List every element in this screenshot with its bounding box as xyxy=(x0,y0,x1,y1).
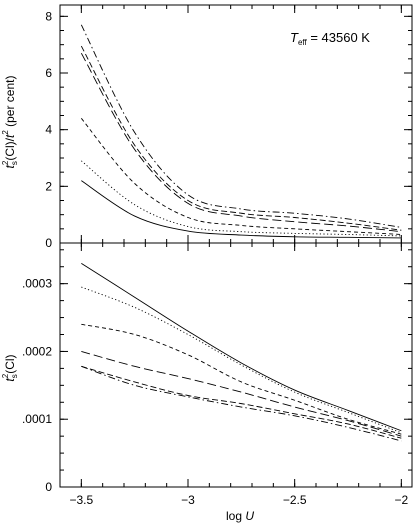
x-tick-label: −2 xyxy=(394,493,408,507)
y-tick-label: 4 xyxy=(45,123,52,137)
plot-frame xyxy=(59,242,413,488)
y-tick-label: 2 xyxy=(45,179,52,193)
y-tick-label: 0 xyxy=(45,236,52,250)
series-line-dashed2 xyxy=(80,45,402,231)
x-tick-label: −3.5 xyxy=(69,493,93,507)
series-line-solid xyxy=(81,262,402,432)
y-tick-label: 8 xyxy=(45,9,52,23)
series-line-dotted xyxy=(81,286,402,434)
bottom-y-axis-label: ts2(Cl) xyxy=(1,354,19,381)
series-line-dashdot xyxy=(80,24,402,228)
bottom-panel: −3.5 −3 −2.5 −2 0 .0001 .0002 .0003 xyxy=(22,242,413,507)
y-tick-label: 6 xyxy=(45,66,52,80)
x-tick-label: −3 xyxy=(181,493,195,507)
x-tick-label: −2.5 xyxy=(283,493,307,507)
y-tick-label: .0003 xyxy=(22,277,52,291)
series-line-solid xyxy=(81,180,402,239)
series-line-dashed xyxy=(81,323,402,435)
series-line-dotted xyxy=(81,160,402,237)
y-tick-label: .0001 xyxy=(22,412,52,426)
y-tick-label: 0 xyxy=(45,480,52,494)
top-y-axis-label: ts2(Cl)/t2 (per cent) xyxy=(1,76,19,169)
x-axis-label: log U xyxy=(226,509,254,523)
series-line-longdash xyxy=(81,351,402,437)
series-line-dashdot xyxy=(81,365,402,442)
series-line-dashed xyxy=(80,118,402,235)
top-annotation: Teff = 43560 K xyxy=(290,30,370,47)
series-line-dashed2 xyxy=(81,365,402,439)
y-tick-label: .0002 xyxy=(22,344,52,358)
series-line-longdash xyxy=(80,52,402,233)
